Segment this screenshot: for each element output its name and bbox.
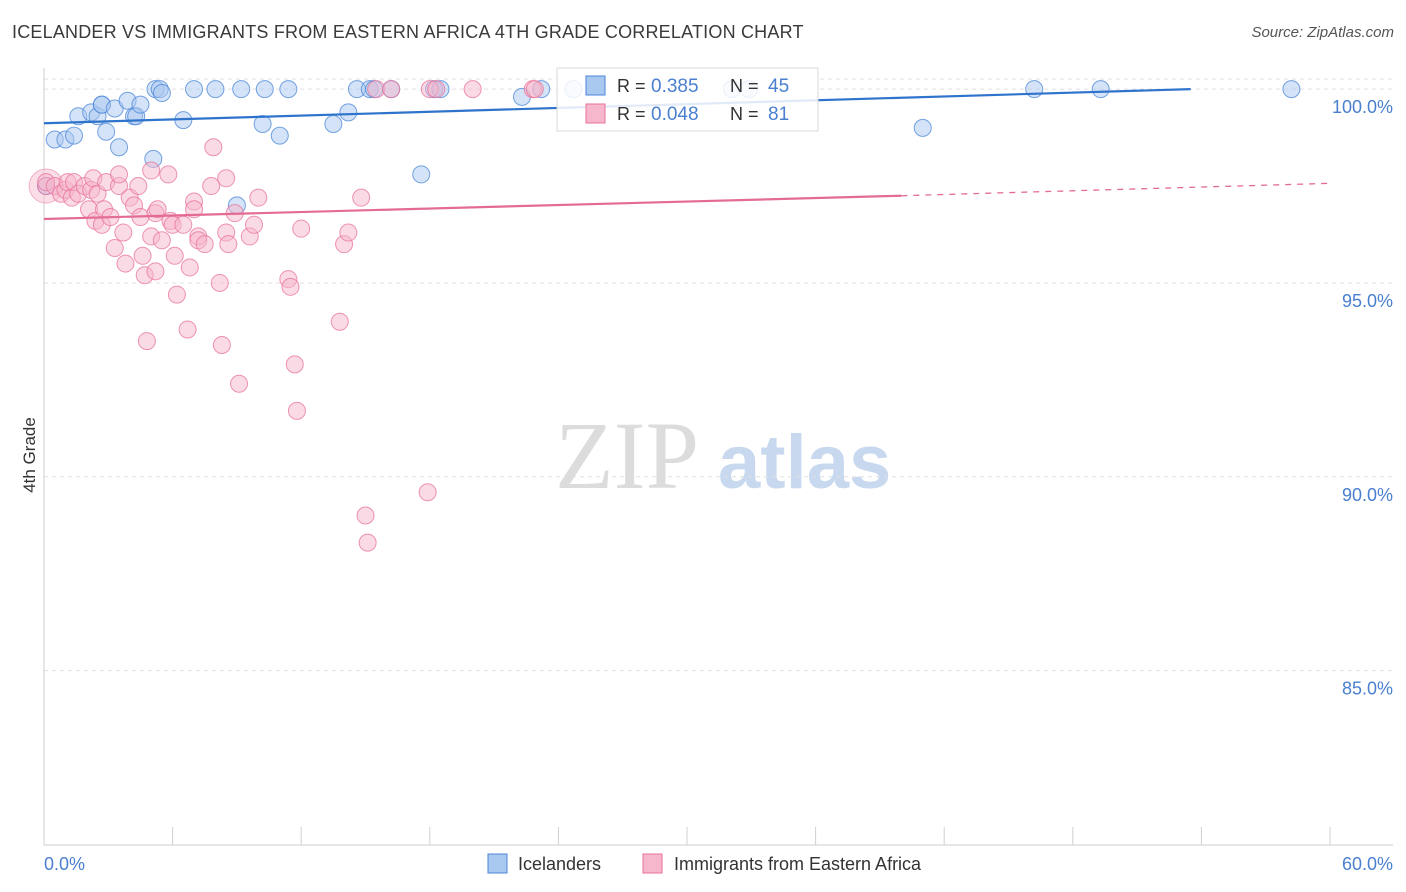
legend-n-label: N = bbox=[730, 104, 759, 124]
data-point bbox=[210, 273, 229, 292]
legend-swatch bbox=[585, 75, 606, 96]
data-point bbox=[367, 80, 386, 99]
x-tick-label-min: 0.0% bbox=[44, 854, 85, 874]
data-point bbox=[105, 239, 124, 258]
data-point bbox=[142, 161, 161, 180]
data-point bbox=[180, 258, 199, 277]
data-point bbox=[110, 138, 129, 157]
data-point bbox=[418, 483, 437, 502]
data-point bbox=[253, 115, 272, 134]
watermark-atlas: atlas bbox=[718, 420, 891, 505]
y-axis-label: 4th Grade bbox=[20, 417, 39, 493]
data-point bbox=[217, 169, 236, 188]
data-point bbox=[232, 80, 251, 99]
data-point bbox=[206, 80, 225, 99]
data-point bbox=[195, 235, 214, 254]
data-point bbox=[339, 223, 358, 242]
data-point bbox=[285, 355, 304, 374]
data-point bbox=[185, 200, 204, 219]
legend-label-eastern-africa: Immigrants from Eastern Africa bbox=[674, 854, 922, 874]
legend-r-value: 0.048 bbox=[651, 104, 699, 125]
data-point bbox=[174, 215, 193, 234]
legend-n-value: 45 bbox=[768, 76, 789, 97]
data-point bbox=[382, 80, 401, 99]
data-point bbox=[131, 95, 150, 114]
data-point bbox=[525, 80, 544, 99]
data-point bbox=[116, 254, 135, 273]
chart-title: ICELANDER VS IMMIGRANTS FROM EASTERN AFR… bbox=[12, 22, 804, 42]
data-point bbox=[212, 335, 231, 354]
data-point bbox=[114, 223, 133, 242]
legend-r-value: 0.385 bbox=[651, 76, 699, 97]
data-point bbox=[279, 80, 298, 99]
data-point bbox=[249, 188, 268, 207]
data-point bbox=[463, 80, 482, 99]
data-point bbox=[913, 118, 932, 137]
series-legend: Icelanders Immigrants from Eastern Africa bbox=[487, 853, 922, 874]
data-point bbox=[165, 246, 184, 265]
legend-swatch bbox=[585, 103, 606, 124]
data-point bbox=[358, 533, 377, 552]
data-point bbox=[270, 126, 289, 145]
data-point bbox=[324, 115, 343, 134]
data-point bbox=[110, 165, 129, 184]
data-point bbox=[1282, 80, 1301, 99]
legend-label-icelanders: Icelanders bbox=[518, 854, 601, 874]
trend-line bbox=[43, 194, 902, 221]
data-point bbox=[202, 177, 221, 196]
legend-r-label: R = bbox=[617, 104, 646, 124]
data-point bbox=[97, 122, 116, 141]
data-point bbox=[178, 320, 197, 339]
y-tick-label: 90.0% bbox=[1342, 485, 1393, 505]
stats-legend: R = 0.385 N = 45 R = 0.048 N = 81 bbox=[556, 67, 819, 132]
data-point bbox=[281, 277, 300, 296]
data-point bbox=[427, 80, 446, 99]
legend-n-value: 81 bbox=[768, 104, 789, 125]
data-point bbox=[146, 262, 165, 281]
series-eastern-africa bbox=[37, 80, 544, 552]
data-point bbox=[159, 165, 178, 184]
data-point bbox=[1025, 80, 1044, 99]
data-point bbox=[330, 312, 349, 331]
data-point bbox=[339, 103, 358, 122]
data-point bbox=[152, 231, 171, 250]
data-point bbox=[185, 80, 204, 99]
data-point bbox=[245, 215, 264, 234]
data-point bbox=[167, 285, 186, 304]
data-point bbox=[137, 332, 156, 351]
data-point bbox=[356, 506, 375, 525]
legend-swatch-icelanders bbox=[487, 853, 508, 874]
data-point bbox=[148, 200, 167, 219]
x-tick-label-max: 60.0% bbox=[1342, 854, 1393, 874]
data-point bbox=[219, 235, 238, 254]
source-label: Source: ZipAtlas.com bbox=[1251, 24, 1394, 41]
data-point bbox=[412, 165, 431, 184]
y-tick-label: 95.0% bbox=[1342, 291, 1393, 311]
data-point bbox=[65, 126, 84, 145]
data-point bbox=[133, 246, 152, 265]
legend-n-label: N = bbox=[730, 76, 759, 96]
data-point bbox=[230, 374, 249, 393]
data-point bbox=[204, 138, 223, 157]
data-point bbox=[287, 401, 306, 420]
legend-r-label: R = bbox=[617, 76, 646, 96]
legend-swatch-eastern-africa bbox=[642, 853, 663, 874]
data-point bbox=[152, 84, 171, 103]
watermark-zip: ZIP bbox=[555, 402, 699, 509]
data-point bbox=[352, 188, 371, 207]
data-point bbox=[129, 177, 148, 196]
y-tick-label: 100.0% bbox=[1332, 97, 1393, 117]
trend-line-dashed bbox=[901, 182, 1331, 197]
y-tick-label: 85.0% bbox=[1342, 679, 1393, 699]
data-point bbox=[292, 219, 311, 238]
data-point bbox=[1091, 80, 1110, 99]
data-point bbox=[255, 80, 274, 99]
